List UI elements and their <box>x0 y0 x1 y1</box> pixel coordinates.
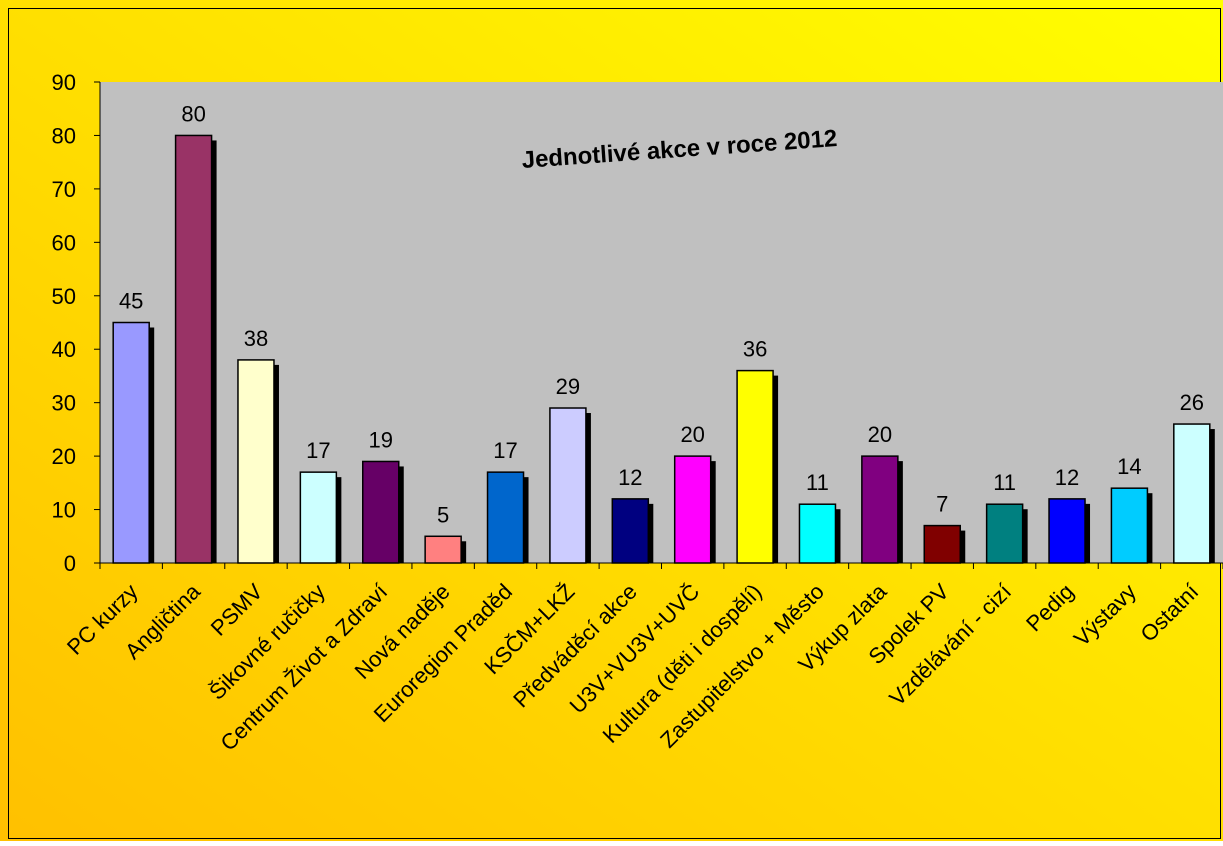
bar <box>112 321 150 564</box>
bar <box>1173 423 1211 564</box>
y-axis: 0 10 20 30 40 50 60 70 80 90 <box>52 70 101 576</box>
bar <box>798 503 837 564</box>
bars <box>112 134 1215 564</box>
y-tick-label: 40 <box>52 337 76 362</box>
bar <box>424 535 462 564</box>
bar <box>486 471 525 564</box>
bar-value-label: 14 <box>1117 454 1141 479</box>
y-tick-label: 30 <box>52 391 76 416</box>
bar-value-label: 11 <box>993 470 1016 495</box>
bar <box>861 455 899 564</box>
bar-value-label: 36 <box>743 337 767 362</box>
bar <box>1048 498 1086 564</box>
bar <box>673 455 712 564</box>
bar <box>1110 487 1149 564</box>
bar <box>923 524 961 564</box>
bar-value-label: 12 <box>618 465 642 490</box>
bar <box>362 460 400 564</box>
y-tick-label: 80 <box>52 123 76 148</box>
bar <box>736 369 774 564</box>
bar-value-label: 11 <box>806 470 829 495</box>
bar-value-label: 29 <box>556 374 580 399</box>
bar-value-label: 19 <box>369 427 393 452</box>
plot-area <box>100 82 1223 563</box>
y-tick-label: 0 <box>64 551 76 576</box>
bar <box>985 503 1024 564</box>
bar-value-label: 5 <box>437 502 449 527</box>
x-axis <box>99 562 1223 569</box>
bar <box>299 471 338 564</box>
y-tick-label: 50 <box>52 284 76 309</box>
bar-value-label: 20 <box>680 422 704 447</box>
y-tick-label: 60 <box>52 230 76 255</box>
bar-value-label: 45 <box>119 289 143 314</box>
bar-value-label: 7 <box>936 492 948 517</box>
bar-value-label: 12 <box>1055 465 1079 490</box>
bar <box>237 359 275 564</box>
bar-value-label: 26 <box>1180 390 1204 415</box>
bar <box>174 134 213 564</box>
bar-value-label: 17 <box>493 438 517 463</box>
data-labels: 45 80 38 17 19 5 17 29 12 20 36 11 20 7 11 12 14 26 <box>119 101 1204 527</box>
y-tick-label: 20 <box>52 444 76 469</box>
y-tick-label: 70 <box>52 177 76 202</box>
bar-value-label: 38 <box>244 326 268 351</box>
y-tick-label: 90 <box>52 70 76 95</box>
bar-value-label: 17 <box>306 438 330 463</box>
y-tick-label: 10 <box>52 498 76 523</box>
bar-value-label: 20 <box>868 422 892 447</box>
bar-value-label: 80 <box>181 101 205 126</box>
bar <box>611 498 650 564</box>
bar <box>549 407 587 564</box>
